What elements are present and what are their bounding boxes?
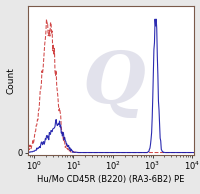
Text: Q: Q bbox=[83, 48, 146, 119]
X-axis label: Hu/Mo CD45R (B220) (RA3-6B2) PE: Hu/Mo CD45R (B220) (RA3-6B2) PE bbox=[37, 175, 185, 184]
Y-axis label: Count: Count bbox=[6, 67, 15, 94]
